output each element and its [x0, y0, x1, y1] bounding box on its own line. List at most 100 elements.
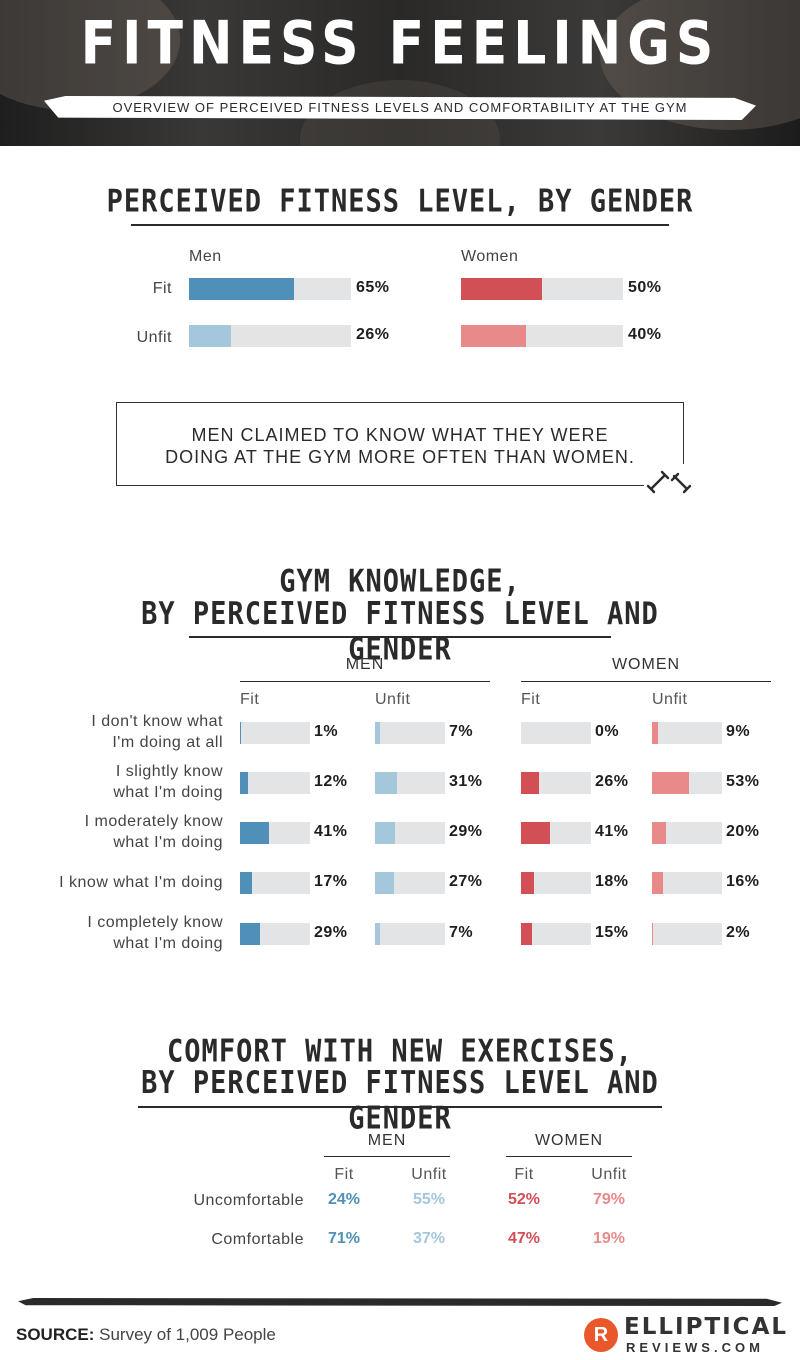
- women-group-header: WOMEN: [611, 656, 681, 673]
- fitness-men-fit-bar: [189, 278, 295, 300]
- comfort-uncomfortable-col2-value: 55%: [412, 1191, 446, 1208]
- fitness-women-unfit-track: [461, 325, 623, 347]
- knowledge-men-fit-row3-track: [240, 822, 310, 844]
- unfit-category-label: Unfit: [136, 329, 172, 346]
- callout-text: MEN CLAIMED TO KNOW WHAT THEY WERE DOING…: [116, 424, 684, 468]
- knowledge-men-unfit-row2-bar: [375, 772, 397, 794]
- comfortable-label: Comfortable: [211, 1231, 304, 1248]
- knowledge-women-unfit-row1-bar: [652, 722, 659, 744]
- knowledge-men-fit-row4-track: [240, 872, 310, 894]
- knowledge-women-unfit-row3-bar: [652, 822, 666, 844]
- knowledge-women-unfit-row4-value: 16%: [726, 873, 760, 890]
- knowledge-category-line: what I'm doing: [113, 834, 223, 851]
- logo-wordmark-bottom: REVIEWS.COM: [626, 1340, 764, 1355]
- dumbbell-icon: [644, 464, 696, 496]
- knowledge-women-unfit-row5-value: 2%: [726, 924, 751, 941]
- men-unfit-subheader: Unfit: [375, 691, 411, 708]
- knowledge-women-unfit-row3-track: [652, 822, 722, 844]
- callout-line2: DOING AT THE GYM MORE OFTEN THAN WOMEN.: [165, 447, 635, 467]
- knowledge-women-fit-row2-track: [521, 772, 591, 794]
- section2-title-line2: BY PERCEIVED FITNESS LEVEL AND GENDER: [141, 596, 659, 668]
- knowledge-men-unfit-row4-track: [375, 872, 445, 894]
- knowledge-men-fit-row3-bar: [240, 822, 269, 844]
- knowledge-men-unfit-row3-bar: [375, 822, 396, 844]
- knowledge-men-unfit-row1-bar: [375, 722, 380, 744]
- comfort-men-header: MEN: [367, 1132, 407, 1149]
- knowledge-men-unfit-row5-value: 7%: [449, 924, 474, 941]
- footer-divider: [18, 1298, 782, 1306]
- uncomfortable-label: Uncomfortable: [193, 1192, 304, 1209]
- knowledge-men-fit-row2-value: 12%: [314, 773, 348, 790]
- knowledge-men-unfit-row1-value: 7%: [449, 723, 474, 740]
- comfort-women-header: WOMEN: [534, 1132, 604, 1149]
- source-label: SOURCE:: [16, 1325, 95, 1344]
- comfort-women-rule: [506, 1156, 632, 1157]
- page-subtitle: OVERVIEW OF PERCEIVED FITNESS LEVELS AND…: [112, 100, 688, 115]
- fitness-women-unfit-value: 40%: [628, 326, 662, 343]
- knowledge-women-fit-row5-bar: [521, 923, 532, 945]
- knowledge-men-fit-row4-bar: [240, 872, 252, 894]
- knowledge-women-unfit-row1-value: 9%: [726, 723, 751, 740]
- men-group-header: MEN: [345, 656, 385, 673]
- knowledge-women-unfit-row2-track: [652, 772, 722, 794]
- knowledge-men-fit-row5-value: 29%: [314, 924, 348, 941]
- fitness-women-fit-bar: [461, 278, 542, 300]
- women-legend: Women: [461, 248, 519, 265]
- comfort-uncomfortable-col4-value: 79%: [592, 1191, 626, 1208]
- knowledge-category-label: I know what I'm doing: [10, 872, 223, 893]
- section3-title-line1: COMFORT WITH NEW EXERCISES,: [167, 1033, 633, 1070]
- men-group-rule: [240, 681, 490, 682]
- comfort-uncomfortable-col3-value: 52%: [507, 1191, 541, 1208]
- knowledge-men-fit-row5-track: [240, 923, 310, 945]
- knowledge-category-line: I slightly know: [115, 763, 223, 780]
- knowledge-men-unfit-row4-bar: [375, 872, 394, 894]
- knowledge-women-unfit-row1-track: [652, 722, 722, 744]
- knowledge-men-fit-row4-value: 17%: [314, 873, 348, 890]
- knowledge-women-fit-row2-bar: [521, 772, 540, 794]
- knowledge-category-label: I slightly know what I'm doing: [10, 761, 223, 803]
- callout-line1: MEN CLAIMED TO KNOW WHAT THEY WERE: [191, 425, 609, 445]
- section3-rule: [138, 1106, 662, 1108]
- comfort-men-fit-sub: Fit: [334, 1166, 354, 1183]
- knowledge-women-fit-row5-value: 15%: [595, 924, 629, 941]
- knowledge-category-line: what I'm doing: [113, 935, 223, 952]
- fitness-women-fit-value: 50%: [628, 279, 662, 296]
- fitness-men-unfit-track: [189, 325, 351, 347]
- knowledge-women-fit-row1-value: 0%: [595, 723, 620, 740]
- knowledge-category-label: I moderately know what I'm doing: [10, 811, 223, 853]
- knowledge-women-unfit-row3-value: 20%: [726, 823, 760, 840]
- knowledge-category-label: I completely know what I'm doing: [10, 912, 223, 954]
- section1-title: PERCEIVED FITNESS LEVEL, BY GENDER: [106, 183, 694, 220]
- knowledge-women-fit-row4-bar: [521, 872, 534, 894]
- knowledge-women-fit-row1-track: [521, 722, 591, 744]
- fitness-women-fit-track: [461, 278, 623, 300]
- knowledge-category-line: I know what I'm doing: [59, 874, 223, 891]
- knowledge-women-unfit-row5-bar: [652, 923, 654, 945]
- knowledge-women-fit-row3-bar: [521, 822, 550, 844]
- knowledge-women-unfit-row2-value: 53%: [726, 773, 760, 790]
- women-unfit-subheader: Unfit: [652, 691, 688, 708]
- comfort-comfortable-col4-value: 19%: [592, 1230, 626, 1247]
- knowledge-men-unfit-row5-bar: [375, 923, 380, 945]
- women-group-rule: [521, 681, 771, 682]
- men-legend: Men: [189, 248, 222, 265]
- knowledge-men-unfit-row3-value: 29%: [449, 823, 483, 840]
- knowledge-category-line: I moderately know: [84, 813, 223, 830]
- section3-title-line2: BY PERCEIVED FITNESS LEVEL AND GENDER: [141, 1065, 659, 1137]
- knowledge-women-unfit-row2-bar: [652, 772, 690, 794]
- knowledge-men-fit-row3-value: 41%: [314, 823, 348, 840]
- header-banner: [0, 0, 800, 146]
- knowledge-women-fit-row2-value: 26%: [595, 773, 629, 790]
- callout-box: [116, 402, 684, 486]
- section2-rule: [189, 636, 611, 638]
- knowledge-men-fit-row2-bar: [240, 772, 249, 794]
- section1-rule: [131, 224, 669, 226]
- comfort-women-fit-sub: Fit: [514, 1166, 534, 1183]
- knowledge-category-line: what I'm doing: [113, 784, 223, 801]
- comfort-men-rule: [324, 1156, 450, 1157]
- knowledge-men-fit-row1-bar: [240, 722, 241, 744]
- fitness-men-fit-track: [189, 278, 351, 300]
- knowledge-category-line: I don't know what: [91, 713, 223, 730]
- knowledge-category-label: I don't know what I'm doing at all: [10, 711, 223, 753]
- section2-title-line1: GYM KNOWLEDGE,: [279, 563, 521, 600]
